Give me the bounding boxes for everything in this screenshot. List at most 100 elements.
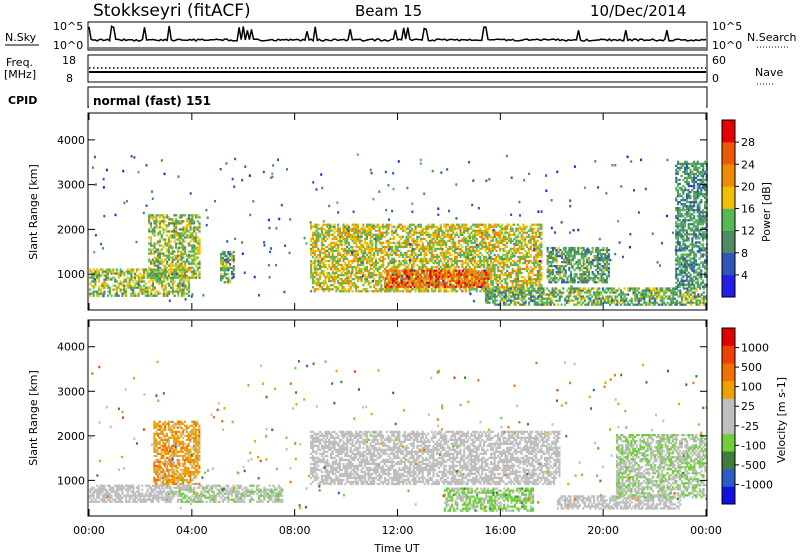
power-cell [540,278,543,281]
power-cell [397,283,400,286]
power-cell [180,294,183,297]
power-cell [116,286,119,289]
power-cell [495,295,498,298]
power-cell [511,269,514,273]
power-cell [479,259,482,263]
power-cell [524,225,527,228]
power-cell [356,271,359,275]
power-cell [184,236,187,239]
power-cell [311,241,314,244]
power-cell [484,223,487,226]
power-cell [555,248,558,252]
power-cell [358,241,361,244]
power-cell [221,250,224,254]
power-cell [552,256,555,260]
power-cell [493,253,496,257]
power-cell [553,265,556,268]
power-cell [531,249,534,253]
power-cell [418,267,421,271]
power-cell [578,301,581,304]
power-cell [374,261,377,265]
power-cell [506,231,509,234]
power-cell [637,291,640,294]
power-cell [515,263,518,267]
power-cell [673,301,676,304]
power-cell [315,225,318,228]
power-cell [425,278,428,281]
power-cell [360,247,363,251]
nsky-tick-bottom-right: 10^0 [712,39,742,52]
power-cell [401,253,404,257]
power-cell [580,303,583,306]
power-cell [583,303,586,306]
power-cell [322,227,325,230]
power-cell [431,277,434,280]
power-cell [596,295,599,298]
power-cell [446,278,449,281]
power-cell [107,290,110,293]
power-cell [364,290,367,293]
power-cell [659,297,662,300]
power-cell [333,280,336,283]
power-cell [524,301,527,304]
power-cell [551,299,554,302]
power-cell [344,257,347,261]
power-cell [427,245,430,249]
power-cell [148,260,151,263]
power-cell [457,225,460,228]
power-cell [152,284,155,287]
power-cell [196,236,199,239]
power-cell [533,265,536,269]
power-cell [491,225,494,228]
power-cell [490,247,493,251]
power-cell [600,297,603,300]
power-cell [315,282,318,285]
power-cell [469,283,472,286]
power-cell [437,233,440,236]
power-cell [337,239,340,242]
power-cell [193,254,196,257]
power-cell [101,270,104,273]
power-cell [116,290,119,293]
power-cell [164,242,167,245]
power-cell [360,278,363,281]
power-cell [137,268,140,271]
power-cell [524,295,527,298]
power-cell [322,255,325,259]
power-cell [468,247,471,251]
power-cell [188,284,191,287]
power-cell [445,267,448,271]
power-cell [388,279,391,282]
power-cell [409,223,412,226]
power-cell [538,295,541,298]
power-cell [157,278,160,281]
power-cell [139,284,142,287]
power-cell [99,288,102,291]
power-cell [98,276,101,279]
power-cell [392,257,395,261]
power-cell [180,282,183,285]
power-cell [400,253,403,257]
power-cell [220,269,223,272]
power-cell [433,271,436,274]
power-cell [495,278,498,281]
power-cell [337,261,340,265]
power-cell [518,245,521,249]
power-cell [128,272,131,275]
power-cell [389,259,392,263]
power-cell [493,269,496,273]
power-cell [643,301,646,304]
power-cell [364,255,367,259]
power-cell [527,229,530,232]
power-cell [517,259,520,263]
power-cell [369,276,372,279]
power-cell [440,273,443,276]
power-cell [371,245,374,249]
power-cell [518,255,521,259]
power-cell [374,229,377,232]
power-cell [488,243,491,246]
power-cell [151,244,154,247]
power-cell [522,293,525,296]
power-cell [439,247,442,251]
power-cell [365,261,368,265]
